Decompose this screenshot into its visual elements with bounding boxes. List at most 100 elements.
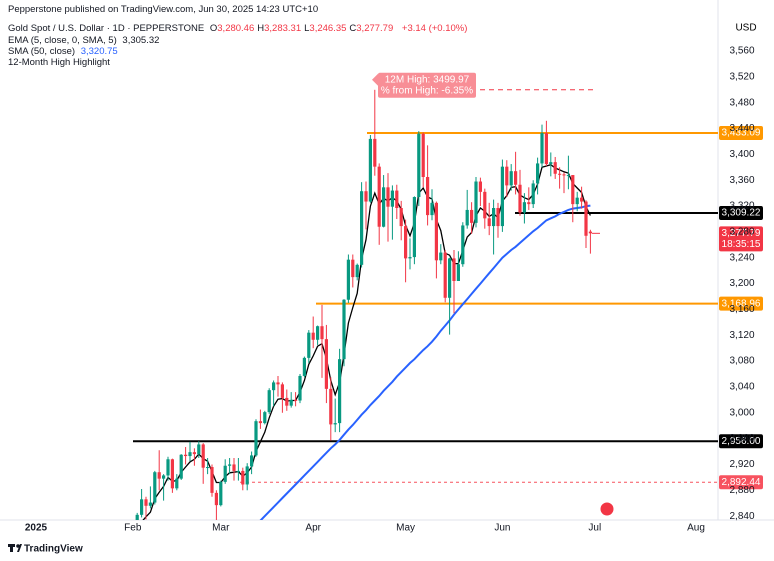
price-box	[719, 126, 763, 141]
candle-body	[342, 299, 346, 360]
y-tick-label: 3,080	[729, 356, 754, 367]
candle-body	[157, 472, 161, 479]
candle-body	[324, 339, 328, 389]
annotation-pointer	[372, 73, 378, 86]
candle-body	[527, 202, 531, 205]
candle-body	[377, 166, 381, 227]
price-box-label: 3,168.96	[722, 298, 761, 309]
price-box-label: 3,309.22	[722, 208, 761, 219]
candle-body	[206, 467, 210, 469]
candle-body	[184, 454, 188, 457]
indicator-note: 12-Month High Highlight	[8, 57, 110, 68]
candle-body	[148, 502, 152, 506]
candle-body	[320, 326, 324, 340]
candle-body	[505, 166, 509, 186]
y-tick-label: 3,160	[729, 304, 754, 315]
legend-entry: SMA (50, close)	[8, 46, 76, 57]
candle-body	[179, 454, 183, 479]
legend-value: 3,305.32	[122, 35, 160, 46]
candle-body	[558, 173, 562, 175]
candle-body	[421, 133, 425, 177]
candle-body	[399, 208, 403, 227]
candle-body	[307, 332, 311, 358]
candle-body	[302, 357, 306, 376]
overlay: 12M High: 3499.97% from High: -6.35% 3,43…	[372, 72, 763, 517]
candle-body	[338, 359, 342, 424]
candle-body	[373, 138, 377, 167]
candle-body	[140, 499, 144, 515]
legend-entry: EMA (5, close, 0, SMA, 5)	[8, 35, 117, 46]
price-box-label: 2,892.44	[722, 477, 761, 488]
candle-body	[461, 225, 465, 265]
candle-body	[448, 258, 452, 298]
candle-body	[404, 226, 408, 259]
candle-body	[390, 190, 394, 207]
candle-body	[241, 470, 245, 485]
price-box	[719, 296, 763, 311]
candle-body	[443, 252, 447, 298]
annotation-text: % from High: -6.35%	[381, 85, 473, 96]
candle-body	[496, 208, 500, 227]
last-price-label: 3,277.79	[722, 228, 761, 239]
candle-body	[522, 202, 526, 213]
candle-body	[553, 162, 557, 174]
candle-body	[566, 175, 570, 177]
candle-body	[219, 481, 223, 506]
candle-body	[355, 264, 359, 278]
candle-body	[166, 459, 170, 476]
candle-body	[575, 197, 579, 205]
price-box	[719, 475, 763, 490]
candle-body	[452, 258, 456, 281]
candle-body	[311, 332, 315, 340]
price-box	[719, 434, 763, 449]
x-tick-label: Jul	[588, 523, 601, 534]
candle-body	[439, 252, 443, 261]
candle-body	[245, 466, 249, 485]
candle-body	[470, 209, 474, 223]
annotation-box	[378, 72, 476, 98]
candle-body	[280, 384, 284, 398]
candle-body	[588, 231, 592, 234]
candle-body	[580, 197, 584, 202]
y-tick-label: 3,560	[729, 46, 754, 57]
legend-main: Gold Spot / U.S. Dollar · 1D · PEPPERSTO…	[8, 23, 470, 34]
candle-body	[417, 133, 421, 198]
event-icon	[599, 501, 615, 517]
legend-ema: EMA (5, close, 0, SMA, 5) 3,305.32	[8, 35, 162, 46]
candle-body	[571, 175, 575, 205]
ohlc-value: 3,277.79	[356, 23, 394, 34]
legend-sma: SMA (50, close) 3,320.75	[8, 46, 121, 57]
x-tick-label: May	[396, 523, 415, 534]
y-tick-label: 3,440	[729, 123, 754, 134]
x-tick-label: Feb	[124, 523, 142, 534]
candle-body	[294, 399, 298, 401]
currency: USD	[735, 23, 756, 34]
candle-body	[346, 259, 350, 300]
y-tick-label: 2,840	[729, 511, 754, 522]
y-tick-label: 3,120	[729, 330, 754, 341]
change: +3.14 (+0.10%)	[401, 23, 468, 34]
candle-body	[210, 467, 214, 493]
y-tick-label: 3,040	[729, 382, 754, 393]
candle-body	[500, 166, 504, 227]
candle-body	[285, 397, 289, 406]
candle-body	[135, 514, 139, 520]
y-tick-label: 3,320	[729, 201, 754, 212]
candle-body	[223, 465, 227, 482]
candle-body	[536, 163, 540, 184]
candle-body	[188, 452, 192, 457]
candle-body	[412, 197, 416, 258]
candle-body	[263, 412, 267, 424]
logo: TradingView	[8, 544, 83, 555]
candle-body	[483, 191, 487, 219]
legend-value: 3,320.75	[80, 46, 118, 57]
candle-body	[197, 444, 201, 455]
publisher: Pepperstone published on TradingView.com…	[8, 4, 319, 15]
candle-body	[258, 421, 262, 424]
candle-body	[478, 181, 482, 192]
symbol-title: Gold Spot / U.S. Dollar · 1D · PEPPERSTO…	[8, 23, 205, 34]
candle-body	[232, 464, 236, 471]
y-tick-label: 3,400	[729, 149, 754, 160]
